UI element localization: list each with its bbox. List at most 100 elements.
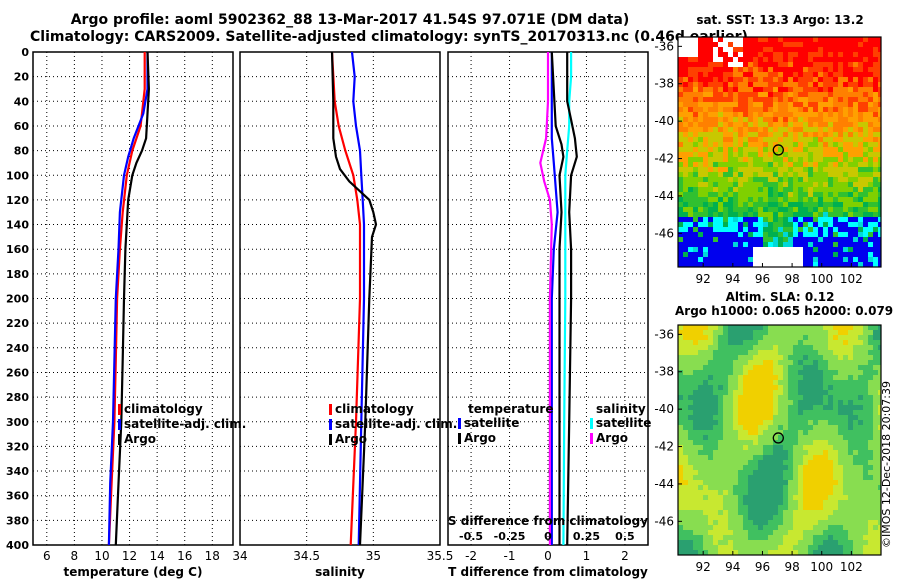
- sst-map-cell: [858, 167, 863, 172]
- sst-map-cell: [828, 262, 833, 267]
- sla-map-cell: [878, 450, 881, 455]
- sst-map-cell: [693, 187, 698, 192]
- sst-map-cell: [758, 47, 763, 52]
- sla-map-cell: [693, 430, 698, 435]
- sst-map-cell: [873, 92, 878, 97]
- sst-map-cell: [758, 247, 763, 252]
- sst-map-cell: [803, 117, 808, 122]
- sst-map-cell: [853, 112, 858, 117]
- sst-map-cell: [728, 247, 733, 252]
- sla-map-cell: [688, 350, 693, 355]
- sla-map-cell: [858, 495, 863, 500]
- sla-map-cell: [863, 420, 868, 425]
- sla-map-cell: [848, 400, 853, 405]
- sst-map-cell: [758, 127, 763, 132]
- sla-map-cell: [853, 415, 858, 420]
- sla-map-cell: [748, 545, 753, 550]
- sst-map-cell: [743, 92, 748, 97]
- sla-map-cell: [708, 485, 713, 490]
- sla-map-cell: [878, 400, 881, 405]
- sla-map-cell: [803, 460, 808, 465]
- sst-map-cell: [798, 62, 803, 67]
- sst-map-cell: [753, 57, 758, 62]
- sla-map-cell: [703, 405, 708, 410]
- sla-map-cell: [778, 390, 783, 395]
- sst-map-cell: [833, 132, 838, 137]
- sla-map-cell: [733, 530, 738, 535]
- sla-map-cell: [803, 470, 808, 475]
- sst-map-cell: [708, 167, 713, 172]
- sla-map-cell: [833, 475, 838, 480]
- sst-map-cell: [833, 152, 838, 157]
- sla-map-cell: [848, 340, 853, 345]
- sla-map-cell: [703, 425, 708, 430]
- sla-map-cell: [733, 515, 738, 520]
- depth-tick-label: 60: [14, 120, 30, 133]
- diff-legend-salinity-label: Argo: [596, 431, 628, 445]
- sst-map-cell: [853, 217, 858, 222]
- sla-map-cell: [728, 530, 733, 535]
- sst-map-cell: [728, 242, 733, 247]
- sla-map-cell: [848, 550, 853, 555]
- sst-map-cell: [848, 112, 853, 117]
- sst-map-cell: [878, 257, 881, 262]
- sla-map-cell: [823, 445, 828, 450]
- sst-map-cell: [783, 182, 788, 187]
- sla-map-cell: [858, 355, 863, 360]
- sla-map-cell: [728, 525, 733, 530]
- sst-map-cell: [718, 37, 723, 42]
- sla-map-cell: [818, 520, 823, 525]
- sla-map-cell: [878, 425, 881, 430]
- sla-map-cell: [768, 370, 773, 375]
- sst-map-cell: [733, 137, 738, 142]
- sst-map-cell: [793, 112, 798, 117]
- sst-map-cell: [713, 172, 718, 177]
- sla-map-cell: [813, 445, 818, 450]
- sla-map-cell: [748, 380, 753, 385]
- sla-map-cell: [783, 390, 788, 395]
- sst-map-cell: [758, 122, 763, 127]
- sla-map-cell: [688, 475, 693, 480]
- sst-map-cell: [748, 77, 753, 82]
- sst-map-cell: [793, 62, 798, 67]
- sst-map-cell: [873, 202, 878, 207]
- sla-map-cell: [698, 385, 703, 390]
- sla-map-cell: [878, 545, 881, 550]
- sst-map-cell: [733, 102, 738, 107]
- sst-map-cell: [743, 102, 748, 107]
- sla-map-cell: [878, 510, 881, 515]
- sst-map-cell: [878, 47, 881, 52]
- sla-map-cell: [873, 370, 878, 375]
- sla-map-cell: [708, 545, 713, 550]
- sst-map-cell: [708, 147, 713, 152]
- sst-map-cell: [708, 57, 713, 62]
- sst-map-cell: [708, 72, 713, 77]
- sst-map-cell: [868, 137, 873, 142]
- sst-map-cell: [743, 262, 748, 267]
- sst-map-cell: [718, 167, 723, 172]
- sst-lon-tick-label: 98: [784, 272, 799, 286]
- sst-map-cell: [713, 62, 718, 67]
- sst-map-cell: [788, 212, 793, 217]
- sst-map-cell: [798, 47, 803, 52]
- sla-map-cell: [738, 340, 743, 345]
- sst-map-cell: [868, 127, 873, 132]
- sla-map-cell: [798, 480, 803, 485]
- sla-map-cell: [703, 475, 708, 480]
- sst-map-cell: [878, 147, 881, 152]
- sla-map-cell: [693, 345, 698, 350]
- series-line: [114, 51, 151, 546]
- sla-map-cell: [678, 455, 683, 460]
- sla-map-cell: [738, 535, 743, 540]
- sst-map-cell: [828, 42, 833, 47]
- sst-map-cell: [778, 77, 783, 82]
- sst-map-cell: [848, 67, 853, 72]
- sla-map-cell: [748, 440, 753, 445]
- sst-map-cell: [808, 37, 813, 42]
- sst-map-cell: [793, 202, 798, 207]
- sst-map-cell: [728, 187, 733, 192]
- sst-map-cell: [793, 37, 798, 42]
- sla-map-cell: [783, 385, 788, 390]
- sla-map-cell: [833, 515, 838, 520]
- sla-map-cell: [733, 460, 738, 465]
